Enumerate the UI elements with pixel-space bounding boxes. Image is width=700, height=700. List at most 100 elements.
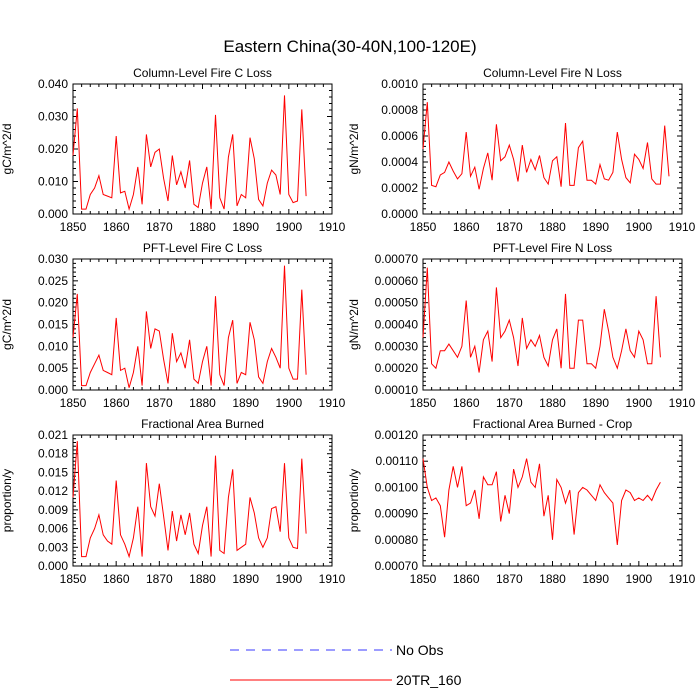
y-tick-label: 0.030 <box>38 110 68 124</box>
y-tick-label: 0.018 <box>38 447 68 461</box>
y-tick-label: 0.00090 <box>375 507 419 521</box>
legend-20tr-160-label: 20TR_160 <box>396 672 462 688</box>
x-tick-label: 1910 <box>669 396 696 410</box>
x-tick-label: 1910 <box>669 220 696 234</box>
x-tick-label: 1860 <box>453 220 480 234</box>
series-line-20tr-160 <box>72 265 307 388</box>
x-tick-label: 1900 <box>625 220 652 234</box>
series-line-20tr-160 <box>72 441 307 559</box>
y-tick-label: 0.00070 <box>375 252 419 266</box>
x-tick-label: 1850 <box>60 572 87 586</box>
x-tick-label: 1890 <box>582 572 609 586</box>
panel-title: PFT-Level Fire C Loss <box>143 241 262 255</box>
panel-2: Column-Level Fire N Loss 1850 1860 1870 1880… <box>347 66 696 234</box>
figure-title: Eastern China(30-40N,100-120E) <box>223 37 476 56</box>
x-tick-label: 1850 <box>60 396 87 410</box>
x-tick-label: 1850 <box>60 220 87 234</box>
x-tick-label: 1880 <box>539 396 566 410</box>
y-tick-label: 0.003 <box>38 540 68 554</box>
panel-3: PFT-Level Fire C Loss 1850 1860 1870 1880 189… <box>0 241 346 410</box>
y-tick-label: 0.00020 <box>375 361 419 375</box>
y-tick-label: 0.000 <box>38 383 68 397</box>
y-axis-label: gN/m^2/d <box>347 124 361 175</box>
y-tick-label: 0.006 <box>38 522 68 536</box>
y-tick-label: 0.00010 <box>375 383 419 397</box>
x-tick-label: 1910 <box>319 396 346 410</box>
y-tick-label: 0.040 <box>38 77 68 91</box>
x-tick-label: 1850 <box>410 220 437 234</box>
panels: Column-Level Fire C Loss 1850 1860 1870 1880… <box>0 66 696 586</box>
series-line-20tr-160 <box>422 102 670 190</box>
x-tick-label: 1900 <box>275 220 302 234</box>
y-tick-label: 0.0006 <box>381 129 418 143</box>
x-tick-label: 1860 <box>103 396 130 410</box>
x-tick-label: 1900 <box>625 572 652 586</box>
y-tick-label: 0.00100 <box>375 480 419 494</box>
y-tick-label: 0.015 <box>38 318 68 332</box>
x-tick-label: 1860 <box>453 396 480 410</box>
y-tick-label: 0.00110 <box>376 454 419 468</box>
x-tick-label: 1880 <box>539 572 566 586</box>
y-tick-label: 0.0010 <box>381 77 418 91</box>
x-tick-label: 1860 <box>103 220 130 234</box>
plot-frame <box>422 258 683 391</box>
y-axis-label: gC/m^2/d <box>0 299 14 350</box>
series-line-20tr-160 <box>72 95 307 212</box>
x-tick-label: 1870 <box>496 396 523 410</box>
panel-title: Column-Level Fire C Loss <box>133 66 272 80</box>
y-tick-label: 0.0008 <box>381 103 418 117</box>
y-tick-label: 0.00060 <box>375 274 419 288</box>
x-tick-label: 1870 <box>496 220 523 234</box>
y-axis-label: proportion/y <box>347 469 361 532</box>
y-tick-label: 0.009 <box>38 503 68 517</box>
y-tick-label: 0.00040 <box>375 318 419 332</box>
x-tick-label: 1900 <box>275 396 302 410</box>
x-tick-label: 1850 <box>410 572 437 586</box>
y-tick-label: 0.00030 <box>375 339 419 353</box>
panel-5: Fractional Area Burned 1850 1860 1870 1880 18… <box>0 417 346 586</box>
x-tick-label: 1850 <box>410 396 437 410</box>
y-tick-label: 0.0004 <box>381 155 418 169</box>
x-tick-label: 1880 <box>189 572 216 586</box>
panel-title: PFT-Level Fire N Loss <box>493 241 612 255</box>
y-axis-label: gN/m^2/d <box>347 299 361 350</box>
y-tick-label: 0.010 <box>38 339 68 353</box>
x-tick-label: 1880 <box>539 220 566 234</box>
series-line-20tr-160 <box>422 458 661 546</box>
x-tick-label: 1900 <box>275 572 302 586</box>
y-axis-label: gC/m^2/d <box>0 124 14 175</box>
y-tick-label: 0.021 <box>38 428 68 442</box>
x-tick-label: 1870 <box>146 396 173 410</box>
y-tick-label: 0.000 <box>38 207 68 221</box>
y-tick-label: 0.0000 <box>381 207 418 221</box>
y-tick-label: 0.000 <box>38 559 68 573</box>
x-tick-label: 1870 <box>146 572 173 586</box>
legend: No Obs 20TR_160 <box>230 642 462 688</box>
y-tick-label: 0.020 <box>38 142 68 156</box>
y-tick-label: 0.0002 <box>381 181 418 195</box>
x-tick-label: 1910 <box>669 572 696 586</box>
panel-6: Fractional Area Burned - Crop 1850 1860 187… <box>347 417 696 586</box>
x-tick-label: 1880 <box>189 220 216 234</box>
panel-4: PFT-Level Fire N Loss 1850 1860 1870 1880 189… <box>347 241 696 410</box>
y-tick-label: 0.012 <box>38 484 68 498</box>
x-tick-label: 1880 <box>189 396 216 410</box>
x-tick-label: 1890 <box>232 396 259 410</box>
y-tick-label: 0.020 <box>38 296 68 310</box>
x-tick-label: 1860 <box>453 572 480 586</box>
x-tick-label: 1910 <box>319 220 346 234</box>
x-tick-label: 1910 <box>319 572 346 586</box>
series-line-20tr-160 <box>422 267 661 373</box>
x-tick-label: 1890 <box>582 220 609 234</box>
x-tick-label: 1860 <box>103 572 130 586</box>
panel-title: Column-Level Fire N Loss <box>483 66 622 80</box>
panel-title: Fractional Area Burned - Crop <box>473 417 633 431</box>
x-tick-label: 1890 <box>582 396 609 410</box>
x-tick-label: 1870 <box>146 220 173 234</box>
panel-title: Fractional Area Burned <box>141 417 264 431</box>
y-axis-label: proportion/y <box>0 469 14 532</box>
y-tick-label: 0.00120 <box>375 428 419 442</box>
y-tick-label: 0.005 <box>38 361 68 375</box>
x-tick-label: 1890 <box>232 220 259 234</box>
